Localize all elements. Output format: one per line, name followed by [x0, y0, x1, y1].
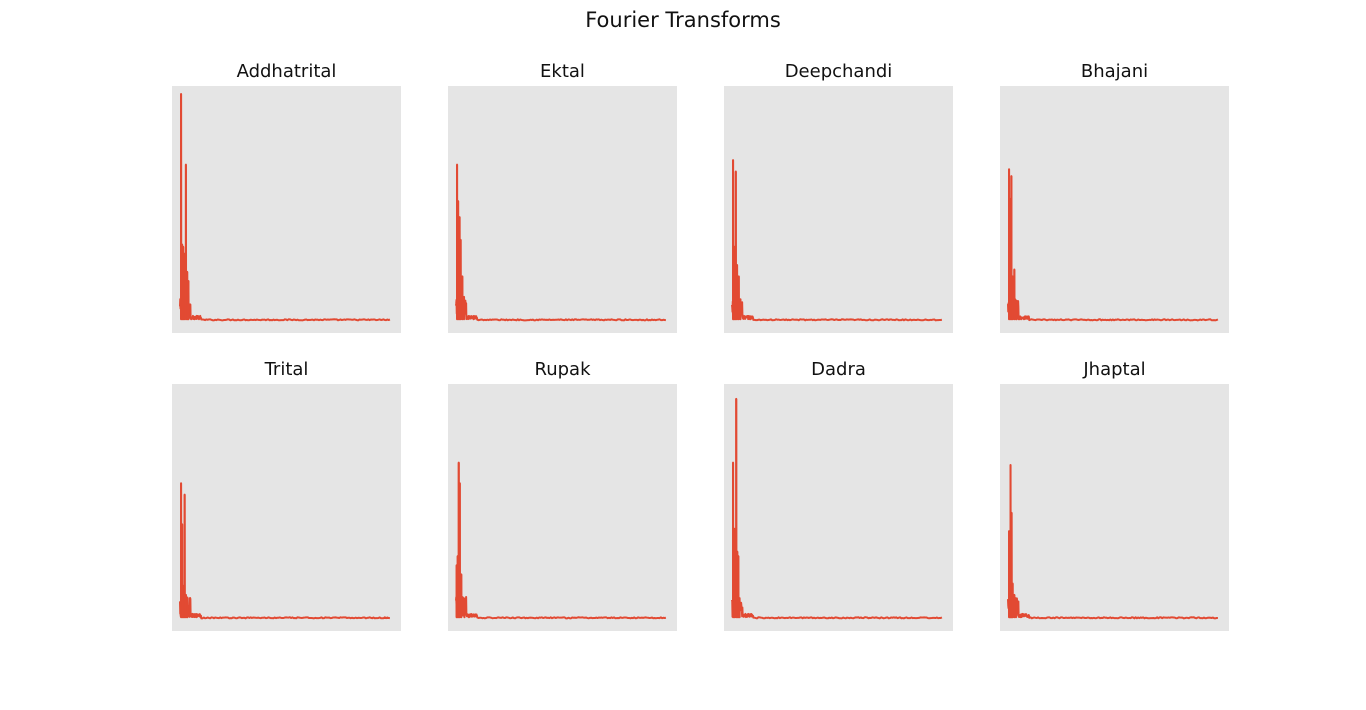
subplot-dadra: Dadra — [724, 359, 953, 631]
subplot-trital: Trital — [172, 359, 401, 631]
plot-area-addhatrital — [172, 86, 401, 333]
subplot-title-jhaptal: Jhaptal — [1082, 359, 1145, 380]
subplot-title-trital: Trital — [264, 359, 309, 380]
subplot-title-deepchandi: Deepchandi — [785, 61, 893, 82]
plot-area-ektal — [448, 86, 677, 333]
subplot-title-addhatrital: Addhatrital — [237, 61, 337, 82]
subplot-rupak: Rupak — [448, 359, 677, 631]
subplot-bhajani: Bhajani — [1000, 61, 1229, 333]
plot-area-trital — [172, 384, 401, 631]
plot-area-rupak — [448, 384, 677, 631]
subplot-deepchandi: Deepchandi — [724, 61, 953, 333]
subplot-ektal: Ektal — [448, 61, 677, 333]
subplot-addhatrital: Addhatrital — [172, 61, 401, 333]
subplot-title-dadra: Dadra — [811, 359, 866, 380]
plot-area-jhaptal — [1000, 384, 1229, 631]
subplot-title-ektal: Ektal — [540, 61, 585, 82]
subplot-title-bhajani: Bhajani — [1081, 61, 1148, 82]
plot-area-deepchandi — [724, 86, 953, 333]
subplot-title-rupak: Rupak — [535, 359, 592, 380]
plot-area-dadra — [724, 384, 953, 631]
subplot-jhaptal: Jhaptal — [1000, 359, 1229, 631]
series-line-rupak — [455, 461, 667, 620]
figure-title: Fourier Transforms — [585, 8, 781, 32]
plot-area-bhajani — [1000, 86, 1229, 333]
